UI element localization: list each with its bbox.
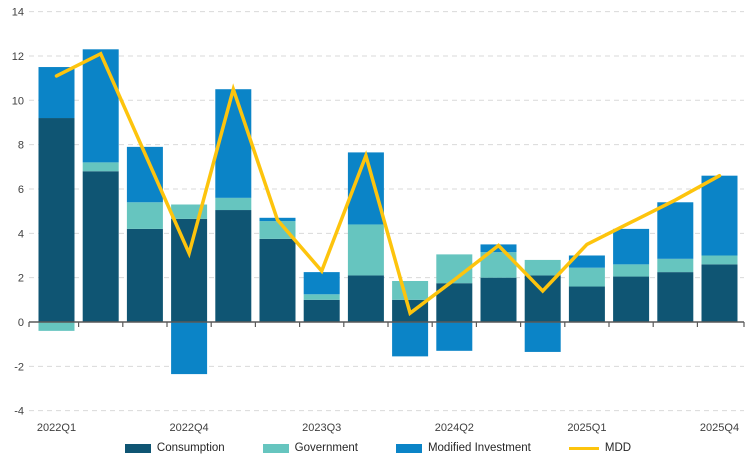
bar-segment-modified-investment-2025Q4 xyxy=(701,175,738,256)
x-tick-label: 2024Q2 xyxy=(435,422,474,434)
legend-item-consumption: Consumption xyxy=(124,440,225,456)
y-tick-label: 4 xyxy=(18,228,24,240)
bar-segment-government-2023Q1 xyxy=(215,197,252,211)
bar-segment-modified-investment-2025Q2 xyxy=(613,228,650,265)
legend-item-mdd: MDD xyxy=(568,440,632,456)
bar-segment-consumption-2022Q2 xyxy=(82,171,119,322)
bar-segment-consumption-2022Q4 xyxy=(171,218,208,322)
x-tick-label: 2025Q4 xyxy=(700,422,739,434)
y-tick-label: 0 xyxy=(18,317,24,329)
bar-segment-government-2023Q2 xyxy=(259,221,296,239)
y-tick-label: 10 xyxy=(12,95,24,107)
bar-segment-government-2025Q1 xyxy=(568,267,605,287)
bar-segment-modified-investment-2022Q2 xyxy=(82,49,119,163)
bar-segment-government-2025Q4 xyxy=(701,255,738,265)
bar-segment-modified-investment-2023Q1 xyxy=(215,89,252,198)
bar-segment-government-2025Q3 xyxy=(657,258,694,273)
bar-segment-government-2025Q2 xyxy=(613,264,650,277)
bar-segment-modified-investment-2024Q4 xyxy=(524,322,561,352)
y-tick-label: 8 xyxy=(18,140,24,152)
consumption-swatch-icon xyxy=(124,443,151,453)
y-tick-label: -4 xyxy=(14,406,24,418)
bar-segment-government-2022Q3 xyxy=(126,202,163,229)
bar-segment-consumption-2025Q4 xyxy=(701,264,738,322)
bar-segment-consumption-2022Q3 xyxy=(126,228,163,322)
mdd-line-swatch-icon xyxy=(568,446,599,450)
bar-segment-consumption-2025Q1 xyxy=(568,286,605,322)
combo-chart-plot-area: 14 12 10 8 6 4 2 0 -2 -4 2022Q1 2022Q4 2023Q3 2024Q2 2… xyxy=(12,7,745,434)
x-tick-label: 2022Q4 xyxy=(170,422,209,434)
bar-segment-consumption-2023Q4 xyxy=(347,275,384,322)
bar-segment-modified-investment-2025Q1 xyxy=(568,255,605,268)
government-swatch-icon xyxy=(262,443,289,453)
bar-segment-consumption-2023Q3 xyxy=(303,299,340,322)
bar-segment-consumption-2024Q4 xyxy=(524,275,561,322)
bar-segment-modified-investment-2024Q3 xyxy=(480,244,517,253)
y-tick-label: 14 xyxy=(12,7,24,19)
legend-item-government: Government xyxy=(262,440,358,456)
legend-label: Modified Investment xyxy=(427,442,531,454)
legend-label: MDD xyxy=(604,442,632,454)
bar-segment-government-2024Q1 xyxy=(392,280,429,300)
bar-segment-consumption-2025Q2 xyxy=(613,276,650,322)
bar-segment-consumption-2022Q1 xyxy=(38,118,75,322)
y-tick-label: 12 xyxy=(12,51,24,63)
bar-segment-government-2022Q2 xyxy=(82,162,119,172)
bar-segment-modified-investment-2024Q2 xyxy=(436,322,473,351)
bar-segment-consumption-2023Q2 xyxy=(259,238,296,322)
bar-segment-government-2023Q4 xyxy=(347,224,384,276)
bar-segment-government-2024Q4 xyxy=(524,259,561,276)
x-tick-label: 2025Q1 xyxy=(567,422,606,434)
bar-segment-modified-investment-2024Q1 xyxy=(392,322,429,357)
y-tick-label: 6 xyxy=(18,184,24,196)
x-tick-label: 2022Q1 xyxy=(37,422,76,434)
bar-segment-modified-investment-2022Q4 xyxy=(171,322,208,375)
x-tick-label: 2023Q3 xyxy=(302,422,341,434)
bar-segment-modified-investment-2025Q3 xyxy=(657,202,694,259)
bar-segment-consumption-2023Q1 xyxy=(215,210,252,322)
bar-segment-consumption-2025Q3 xyxy=(657,272,694,322)
bar-segment-government-2022Q1 xyxy=(38,322,75,331)
legend-label: Consumption xyxy=(156,442,225,454)
chart-legend: Consumption Government Modified Investme… xyxy=(0,440,756,456)
mdd-line xyxy=(54,51,722,317)
bar-segment-government-2023Q3 xyxy=(303,294,340,300)
y-tick-label: -2 xyxy=(14,361,24,373)
legend-label: Government xyxy=(294,442,358,454)
y-tick-label: 2 xyxy=(18,273,24,285)
bar-segment-consumption-2024Q3 xyxy=(480,277,517,322)
legend-item-modified-investment: Modified Investment xyxy=(395,440,531,456)
bar-segment-modified-investment-2023Q3 xyxy=(303,272,340,295)
modified-investment-swatch-icon xyxy=(395,443,422,453)
